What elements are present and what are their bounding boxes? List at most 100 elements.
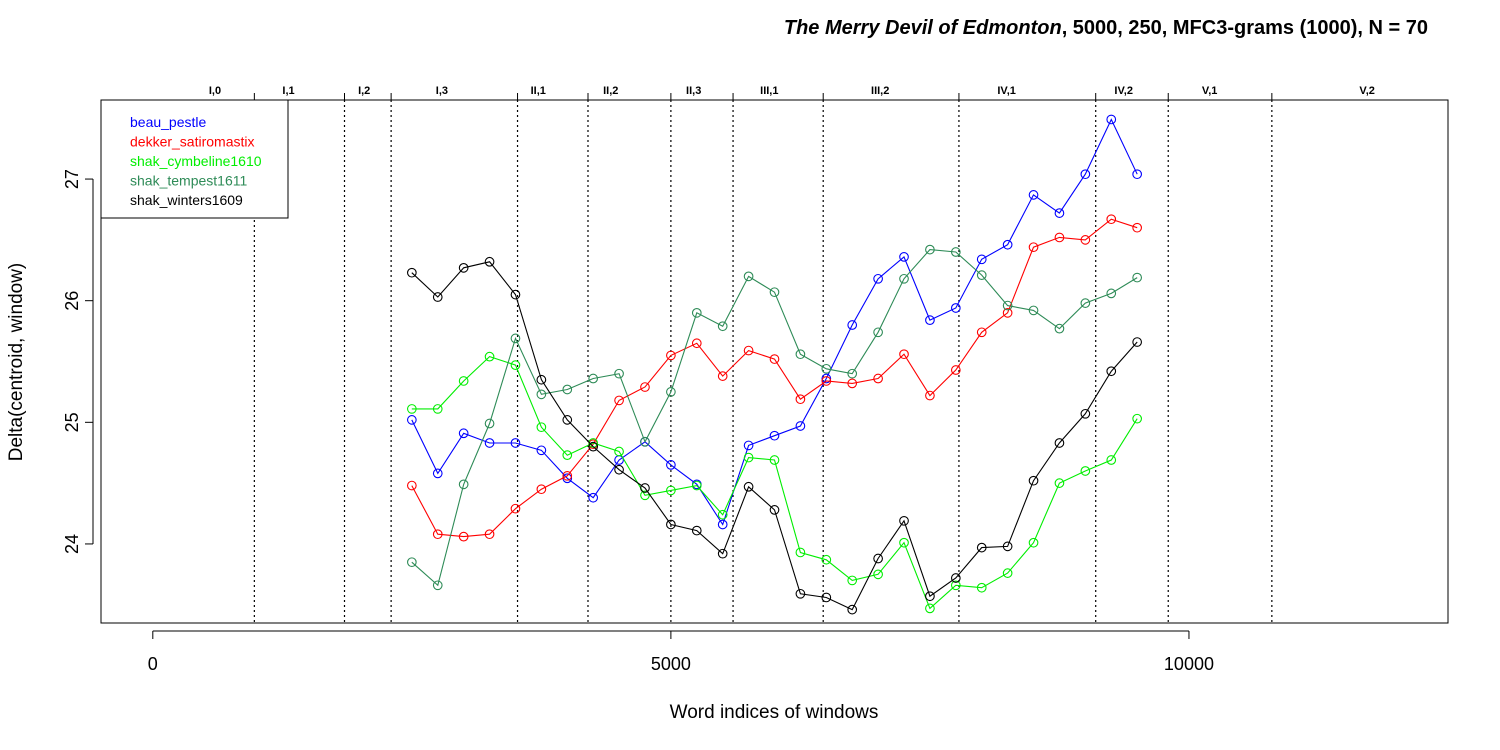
point-shak_cymbeline1610-12 <box>717 509 728 520</box>
point-dekker_satiromastix-6 <box>562 470 573 481</box>
point-dekker_satiromastix-0 <box>406 480 417 491</box>
point-beau_pestle-4 <box>510 438 521 448</box>
point-shak_cymbeline1610-24 <box>1028 537 1039 548</box>
point-shak_winters1609-7 <box>588 441 599 452</box>
point-shak_tempest1611-12 <box>717 321 728 332</box>
point-shak_tempest1611-16 <box>821 363 832 374</box>
scene-label-7: III,1 <box>760 85 778 97</box>
point-shak_tempest1611-25 <box>1054 323 1065 334</box>
y-tick-label-0: 24 <box>62 534 82 554</box>
point-beau_pestle-19 <box>899 252 909 262</box>
point-shak_tempest1611-15 <box>795 349 806 360</box>
point-beau_pestle-20 <box>925 315 935 325</box>
point-beau_pestle-26 <box>1080 169 1091 180</box>
scene-label-4: II,1 <box>531 85 546 97</box>
scene-label-6: II,3 <box>686 85 701 97</box>
point-dekker_satiromastix-24 <box>1028 242 1039 253</box>
point-shak_cymbeline1610-17 <box>847 575 858 586</box>
point-shak_cymbeline1610-14 <box>769 455 780 465</box>
point-shak_cymbeline1610-6 <box>562 450 573 461</box>
point-shak_winters1609-8 <box>614 464 624 475</box>
point-beau_pestle-25 <box>1054 208 1065 218</box>
point-shak_tempest1611-19 <box>899 273 909 284</box>
series-layer <box>406 114 1143 615</box>
point-shak_cymbeline1610-15 <box>795 547 806 558</box>
point-beau_pestle-18 <box>873 273 883 284</box>
point-shak_tempest1611-0 <box>406 557 417 568</box>
point-shak_winters1609-15 <box>795 588 806 599</box>
point-dekker_satiromastix-8 <box>614 395 624 406</box>
point-dekker_satiromastix-22 <box>976 327 987 338</box>
point-shak_cymbeline1610-21 <box>950 580 961 591</box>
point-shak_winters1609-0 <box>406 267 417 278</box>
scene-label-1: I,1 <box>282 85 294 97</box>
legend: beau_pestle dekker_satiromastix shak_cymbe… <box>100 99 289 219</box>
point-dekker_satiromastix-1 <box>432 529 443 540</box>
point-beau_pestle-16 <box>821 373 832 384</box>
point-dekker_satiromastix-23 <box>1002 307 1013 318</box>
point-dekker_satiromastix-15 <box>795 394 806 405</box>
point-shak_cymbeline1610-20 <box>925 603 935 614</box>
series-line-shak_cymbeline1610 <box>411 355 1138 610</box>
point-shak_tempest1611-26 <box>1080 298 1091 308</box>
point-shak_cymbeline1610-18 <box>873 569 883 580</box>
scene-label-9: IV,1 <box>997 85 1016 97</box>
legend-entry-shak_tempest1611: shak_tempest1611 <box>130 173 247 189</box>
point-shak_winters1609-25 <box>1054 438 1065 448</box>
point-shak_cymbeline1610-4 <box>510 360 521 370</box>
legend-entry-shak_cymbeline1610: shak_cymbeline1610 <box>130 153 262 169</box>
scene-label-12: V,2 <box>1359 85 1375 97</box>
point-shak_tempest1611-18 <box>873 327 883 338</box>
point-shak_tempest1611-17 <box>847 368 858 379</box>
x-tick-label-2: 10000 <box>1164 654 1214 674</box>
scene-label-2: I,2 <box>358 85 370 97</box>
point-beau_pestle-14 <box>769 430 780 441</box>
point-shak_cymbeline1610-11 <box>691 480 702 491</box>
chart-title-italic: The Merry Devil of Edmonton <box>784 17 1062 39</box>
point-shak_cymbeline1610-5 <box>536 422 547 433</box>
point-shak_tempest1611-4 <box>510 333 521 344</box>
point-beau_pestle-2 <box>458 428 469 439</box>
point-dekker_satiromastix-21 <box>950 365 961 375</box>
y-tick-label-1: 25 <box>62 412 82 432</box>
series-shak_cymbeline1610 <box>406 351 1143 614</box>
point-shak_tempest1611-9 <box>640 436 650 447</box>
series-line-shak_winters1609 <box>411 261 1138 611</box>
point-dekker_satiromastix-4 <box>510 503 521 514</box>
point-shak_cymbeline1610-23 <box>1002 568 1013 578</box>
x-tick-label-0: 0 <box>148 654 158 674</box>
point-shak_tempest1611-6 <box>562 384 573 395</box>
series-shak_winters1609 <box>406 256 1143 615</box>
point-shak_tempest1611-24 <box>1028 305 1039 316</box>
point-shak_cymbeline1610-26 <box>1080 466 1091 476</box>
point-beau_pestle-0 <box>406 415 417 425</box>
point-beau_pestle-13 <box>743 440 754 451</box>
point-shak_cymbeline1610-8 <box>614 446 624 457</box>
chart-title-rest: , 5000, 250, MFC3-grams (1000), N = 70 <box>1062 17 1428 39</box>
point-shak_cymbeline1610-27 <box>1106 455 1117 465</box>
point-dekker_satiromastix-25 <box>1054 232 1065 243</box>
point-shak_winters1609-21 <box>950 573 961 583</box>
point-shak_winters1609-18 <box>873 553 883 564</box>
point-beau_pestle-24 <box>1028 190 1039 200</box>
legend-entry-beau_pestle: beau_pestle <box>130 114 207 130</box>
point-beau_pestle-3 <box>484 438 495 448</box>
point-shak_winters1609-23 <box>1002 541 1013 552</box>
point-shak_winters1609-22 <box>976 542 987 553</box>
point-shak_tempest1611-23 <box>1002 300 1013 311</box>
point-shak_winters1609-12 <box>717 548 728 559</box>
point-dekker_satiromastix-17 <box>847 378 858 389</box>
x-axis: 0 5000 10000 <box>148 630 1214 674</box>
point-dekker_satiromastix-9 <box>640 382 650 392</box>
point-dekker_satiromastix-11 <box>691 338 702 349</box>
point-shak_winters1609-10 <box>666 519 676 530</box>
point-shak_cymbeline1610-1 <box>432 404 443 414</box>
point-dekker_satiromastix-27 <box>1106 214 1117 225</box>
point-shak_cymbeline1610-28 <box>1132 413 1143 424</box>
y-axis-label: Delta(centroid, window) <box>6 263 27 462</box>
scene-label-5: II,2 <box>603 85 618 97</box>
point-dekker_satiromastix-13 <box>743 345 754 356</box>
point-shak_cymbeline1610-3 <box>484 351 495 362</box>
series-beau_pestle <box>406 114 1143 530</box>
point-shak_winters1609-20 <box>925 591 935 602</box>
